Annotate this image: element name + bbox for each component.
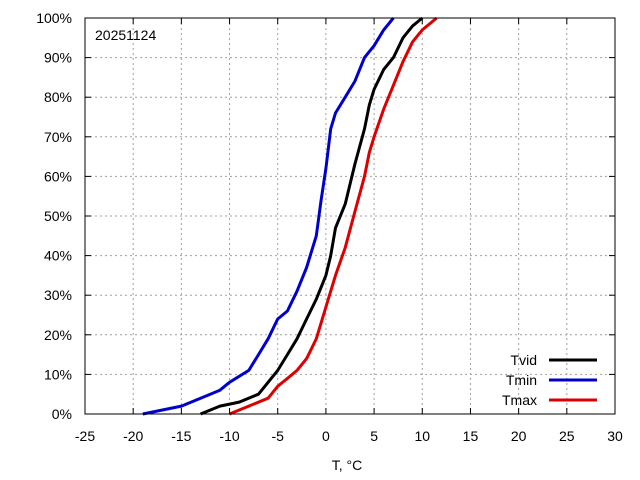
x-tick-label: 5 — [370, 428, 378, 444]
x-tick-label: 30 — [607, 428, 623, 444]
legend-label-tmin: Tmin — [506, 372, 537, 388]
x-tick-label: 0 — [322, 428, 330, 444]
y-tick-label: 20% — [44, 327, 72, 343]
legend: Tvid Tmin Tmax — [502, 352, 597, 408]
x-tick-label: 25 — [559, 428, 575, 444]
y-tick-label: 0% — [52, 406, 72, 422]
y-tick-label: 30% — [44, 287, 72, 303]
series-lines — [142, 16, 438, 416]
date-annotation: 20251124 — [95, 27, 156, 43]
legend-label-tvid: Tvid — [511, 352, 537, 368]
x-tick-label: -20 — [123, 428, 143, 444]
y-tick-label: 100% — [36, 10, 72, 26]
x-tick-label: 15 — [463, 428, 479, 444]
series-line-tmin — [142, 17, 395, 416]
series-line-tmax — [228, 16, 438, 416]
y-tick-label: 60% — [44, 168, 72, 184]
y-tick-label: 90% — [44, 50, 72, 66]
x-tick-label: -10 — [219, 428, 239, 444]
x-axis-title: T, °C — [332, 457, 363, 473]
ticks — [84, 17, 616, 415]
y-tick-label: 10% — [44, 366, 72, 382]
series-line-tvid — [200, 16, 424, 416]
grid — [85, 18, 615, 414]
x-tick-label: -5 — [272, 428, 285, 444]
x-tick-label: 10 — [414, 428, 430, 444]
x-tick-label: 20 — [511, 428, 527, 444]
y-tick-label: 50% — [44, 208, 72, 224]
y-tick-label: 40% — [44, 248, 72, 264]
y-tick-label: 80% — [44, 89, 72, 105]
x-tick-label: -25 — [75, 428, 95, 444]
y-tick-label: 70% — [44, 129, 72, 145]
tick-labels: -25 -20 -15 -10 -5 0 5 10 15 20 25 30 0% 10% 20% 30% 40%… — [36, 10, 623, 444]
x-tick-label: -15 — [171, 428, 191, 444]
legend-label-tmax: Tmax — [502, 392, 537, 408]
